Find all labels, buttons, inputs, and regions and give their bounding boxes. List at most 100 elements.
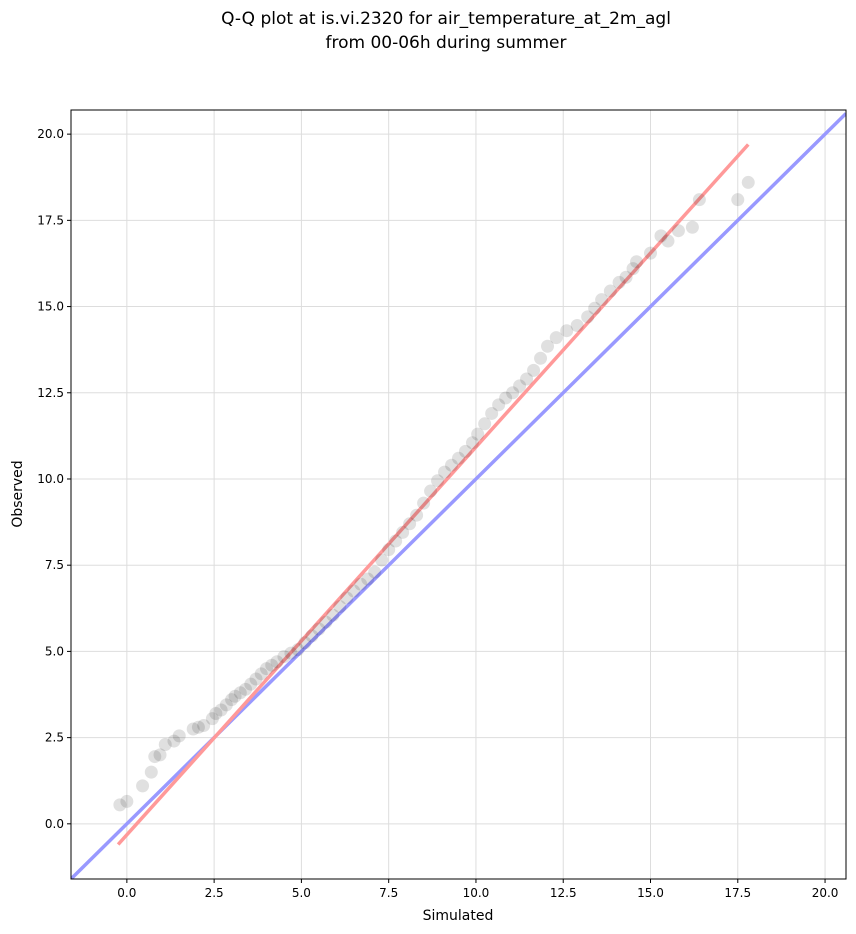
y-tick-label-7: 17.5 <box>37 213 64 227</box>
qq-point-31 <box>312 622 326 636</box>
qq-point-58 <box>499 391 513 405</box>
qq-point-24 <box>265 658 279 672</box>
chart-title-line-2: from 00-06h during summer <box>326 33 567 53</box>
qq-point-29 <box>298 636 312 650</box>
qq-point-59 <box>506 386 520 400</box>
qq-point-36 <box>347 584 361 598</box>
qq-point-27 <box>284 646 298 660</box>
x-tick-label-5: 12.5 <box>550 886 577 900</box>
qq-point-60 <box>513 379 527 393</box>
qq-point-13 <box>209 706 223 720</box>
qq-point-4 <box>148 750 162 764</box>
qq-point-67 <box>570 319 584 333</box>
chart-title-line-1: Q-Q plot at is.vi.2320 for air_temperatu… <box>221 9 671 29</box>
y-tick-label-3: 7.5 <box>45 558 64 572</box>
qq-point-50 <box>445 458 459 472</box>
qq-point-3 <box>144 765 158 779</box>
qq-point-26 <box>277 650 291 664</box>
qq-point-16 <box>225 693 239 707</box>
qq-point-56 <box>485 406 499 420</box>
fit-line <box>116 143 750 846</box>
qq-point-62 <box>527 363 541 377</box>
qq-point-63 <box>534 351 548 365</box>
qq-point-70 <box>595 293 609 307</box>
qq-point-14 <box>214 703 228 717</box>
qq-point-34 <box>333 600 347 614</box>
qq-points <box>113 175 755 812</box>
qq-point-43 <box>396 525 410 539</box>
qq-point-66 <box>560 324 574 338</box>
x-axis-label: Simulated <box>423 908 494 924</box>
y-tick-label-1: 2.5 <box>45 731 64 745</box>
x-tick-label-8: 20.0 <box>812 886 839 900</box>
qq-point-38 <box>361 572 375 586</box>
qq-point-57 <box>492 398 506 412</box>
grid <box>71 110 846 879</box>
qq-point-49 <box>438 465 452 479</box>
qq-point-25 <box>270 655 284 669</box>
x-tick-label-6: 15.0 <box>637 886 664 900</box>
qq-point-41 <box>382 543 396 557</box>
qq-point-75 <box>630 255 644 269</box>
qq-point-8 <box>172 729 186 743</box>
qq-point-53 <box>465 436 479 450</box>
qq-point-18 <box>233 686 247 700</box>
qq-point-6 <box>158 738 172 752</box>
qq-point-15 <box>219 698 233 712</box>
qq-point-76 <box>644 246 658 260</box>
qq-point-35 <box>340 591 354 605</box>
y-tick-label-8: 20.0 <box>37 127 64 141</box>
qq-point-74 <box>626 262 640 276</box>
y-tick-label-6: 15.0 <box>37 300 64 314</box>
y-tick-label-0: 0.0 <box>45 817 64 831</box>
qq-point-46 <box>417 496 431 510</box>
qq-point-39 <box>368 565 382 579</box>
qq-point-23 <box>259 662 273 676</box>
qq-point-12 <box>205 712 219 726</box>
qq-point-51 <box>452 451 465 465</box>
qq-point-33 <box>326 608 340 622</box>
x-axis-ticks: 0.0 2.5 5.0 7.5 10.0 12.5 15.0 17.5 20.0 <box>117 879 838 900</box>
qq-point-80 <box>685 220 699 234</box>
qq-point-64 <box>541 339 555 353</box>
qq-point-82 <box>731 193 745 207</box>
qq-point-48 <box>431 474 445 488</box>
qq-point-11 <box>197 719 211 733</box>
qq-point-73 <box>619 270 633 284</box>
qq-point-79 <box>671 224 685 238</box>
qq-point-72 <box>612 275 626 289</box>
qq-point-21 <box>249 672 263 686</box>
qq-point-45 <box>410 508 424 522</box>
x-tick-label-3: 7.5 <box>379 886 398 900</box>
y-tick-label-4: 10.0 <box>37 472 64 486</box>
x-tick-label-2: 5.0 <box>292 886 311 900</box>
x-tick-label-4: 10.0 <box>463 886 490 900</box>
qq-point-28 <box>291 643 305 657</box>
qq-point-77 <box>654 229 668 243</box>
qq-point-68 <box>581 310 595 324</box>
qq-point-32 <box>319 615 333 629</box>
qq-point-20 <box>244 677 258 691</box>
qq-point-10 <box>191 720 205 734</box>
y-tick-label-5: 12.5 <box>37 386 64 400</box>
qq-point-47 <box>424 484 438 498</box>
qq-point-81 <box>692 193 706 207</box>
qq-point-55 <box>478 417 492 431</box>
qq-point-71 <box>603 284 617 298</box>
qq-point-1 <box>120 794 134 808</box>
qq-point-2 <box>136 779 150 793</box>
qq-point-78 <box>661 234 675 248</box>
qq-point-7 <box>167 734 181 748</box>
qq-point-65 <box>549 331 563 345</box>
qq-point-40 <box>375 553 389 567</box>
qq-point-42 <box>389 534 403 548</box>
x-tick-label-0: 0.0 <box>117 886 136 900</box>
identity-line <box>71 112 846 879</box>
qq-point-44 <box>403 517 417 531</box>
qq-point-9 <box>186 722 200 736</box>
qq-point-30 <box>305 629 319 643</box>
qq-point-54 <box>471 427 485 441</box>
qq-point-22 <box>254 667 268 681</box>
qq-point-17 <box>228 689 242 703</box>
